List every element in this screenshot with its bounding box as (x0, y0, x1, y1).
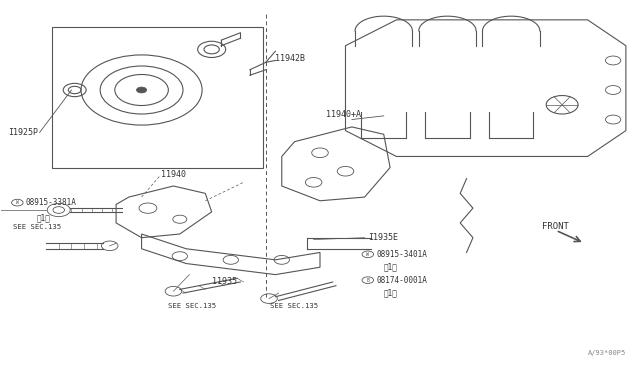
Text: I1935E: I1935E (368, 233, 398, 242)
Text: 、1）: 、1） (36, 213, 51, 222)
Text: 11940: 11940 (161, 170, 186, 179)
Text: 、1）: 、1） (384, 263, 397, 272)
Text: SEE SEC.135: SEE SEC.135 (271, 303, 319, 309)
Text: SEE SEC.135: SEE SEC.135 (168, 303, 216, 309)
Text: W: W (366, 252, 369, 257)
Text: I1925P: I1925P (8, 128, 38, 137)
Text: 11935: 11935 (212, 278, 237, 286)
Text: 08915-3381A: 08915-3381A (26, 198, 76, 207)
Text: 08174-0001A: 08174-0001A (376, 276, 427, 285)
Text: 08915-3401A: 08915-3401A (376, 250, 427, 259)
Text: FRONT: FRONT (542, 222, 569, 231)
Text: 11942B: 11942B (275, 54, 305, 63)
Text: 、1）: 、1） (384, 289, 397, 298)
Text: 11940+A: 11940+A (326, 109, 362, 119)
Text: A/93*00P5: A/93*00P5 (588, 350, 626, 356)
Text: B: B (366, 278, 369, 283)
Text: SEE SEC.135: SEE SEC.135 (13, 224, 61, 230)
Text: W: W (16, 200, 19, 205)
Circle shape (136, 87, 147, 93)
